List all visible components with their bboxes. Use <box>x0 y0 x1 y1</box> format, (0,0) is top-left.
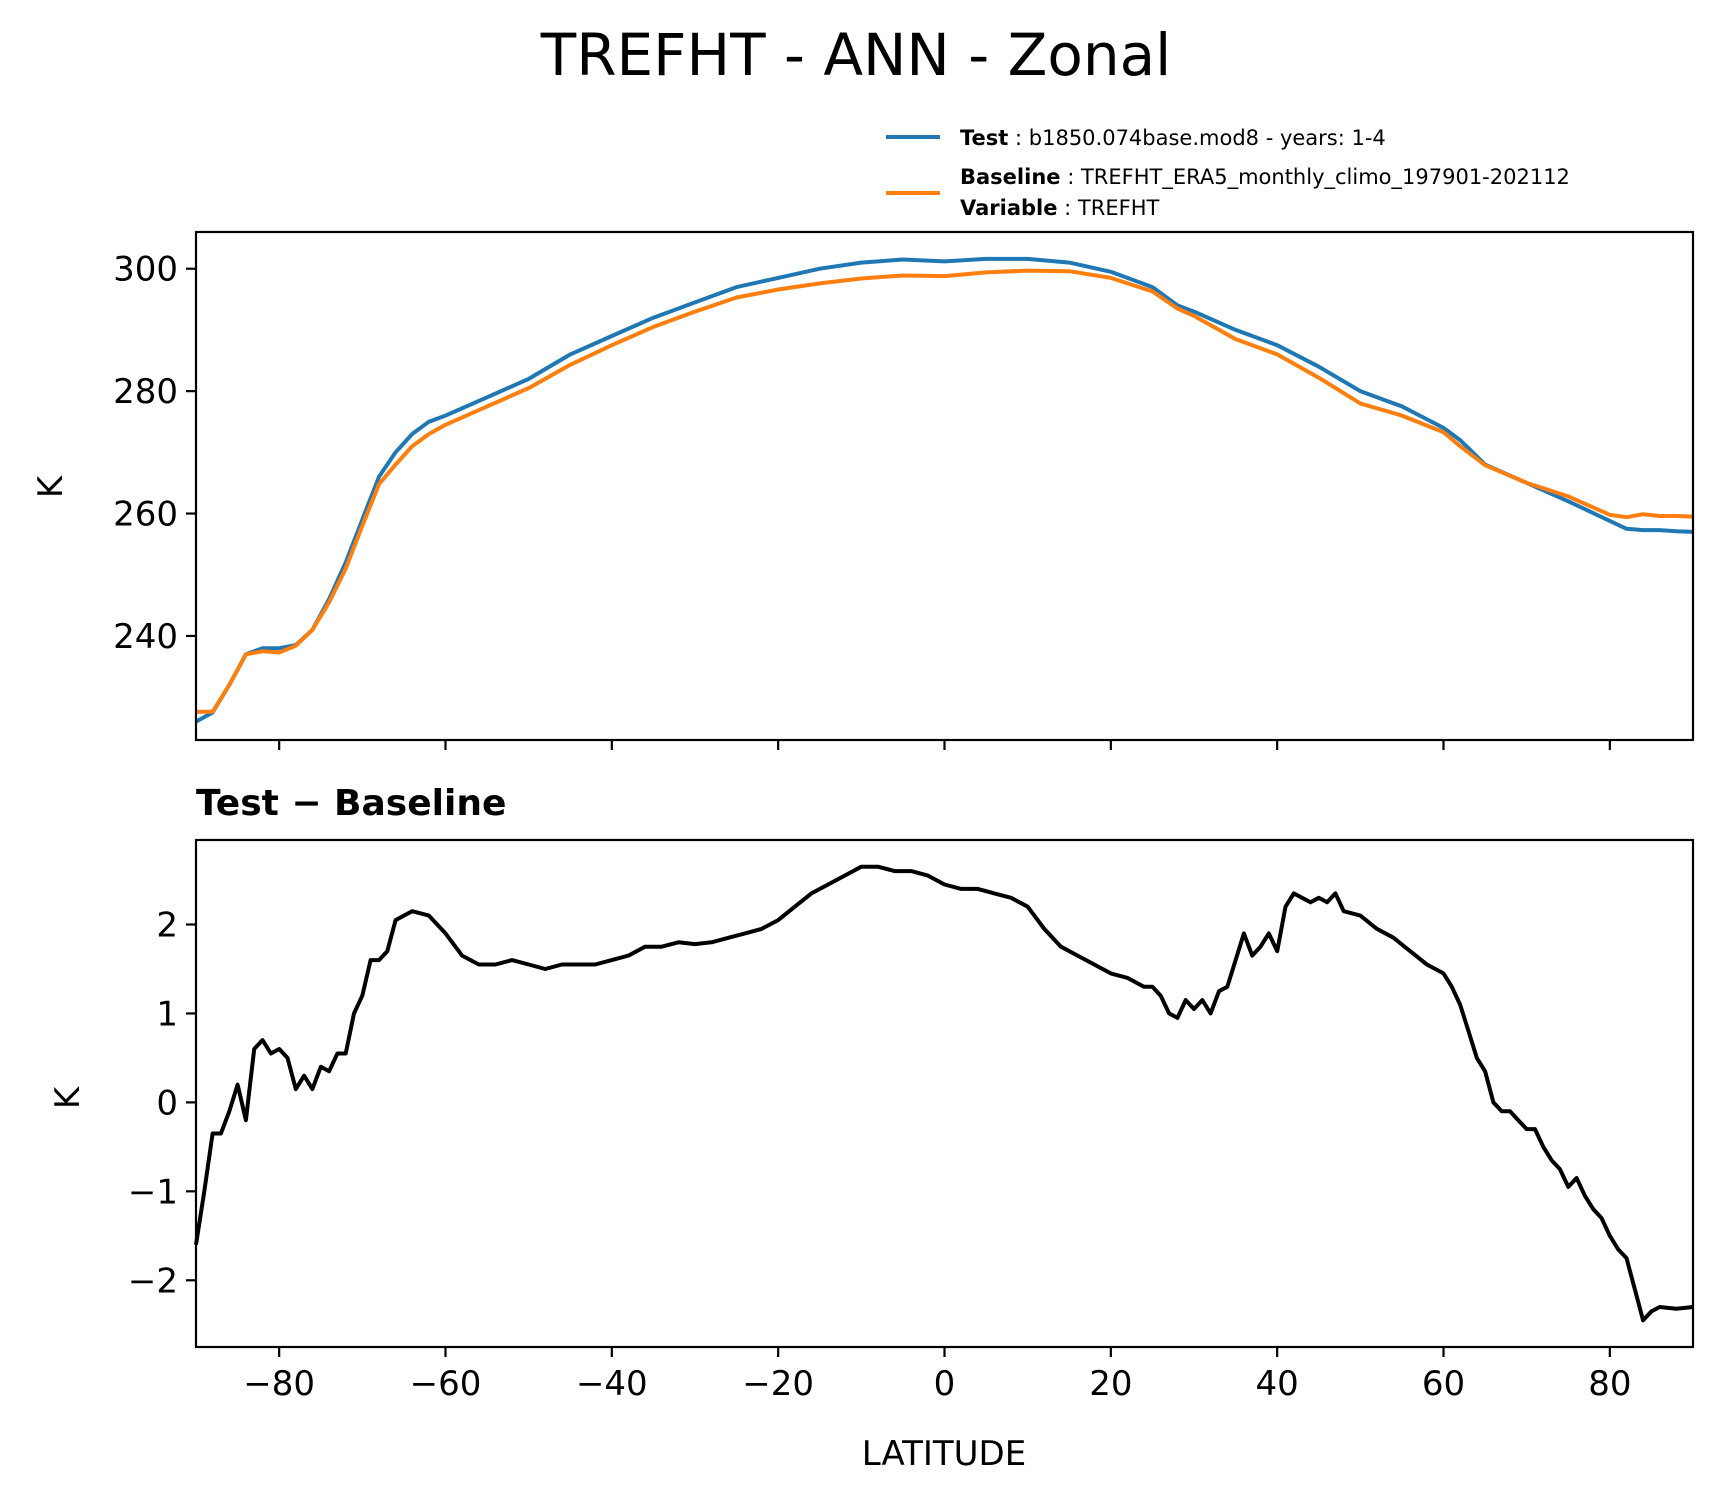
y-tick-label: 280 <box>113 372 178 412</box>
x-tick-label: −20 <box>742 1364 814 1404</box>
x-tick-label: −60 <box>410 1364 482 1404</box>
legend-test-key: Test <box>960 126 1008 150</box>
y-tick-label: 2 <box>156 906 178 946</box>
x-tick-label: 60 <box>1422 1364 1465 1404</box>
x-tick-label: −40 <box>576 1364 648 1404</box>
series-line-test <box>195 256 1694 724</box>
top-panel-frame <box>194 230 1695 742</box>
series-line-test-baseline <box>194 864 1694 1323</box>
bottom-panel-title: Test − Baseline <box>196 783 506 824</box>
y-tick-label: 240 <box>113 617 178 657</box>
y-tick-label: 260 <box>113 495 178 535</box>
legend-baseline-text: Baseline : TREFHT_ERA5_monthly_climo_197… <box>960 165 1570 190</box>
top-panel-ylabel: K <box>31 474 71 498</box>
bottom-panel-xlabel: LATITUDE <box>862 1434 1026 1474</box>
legend-baseline-key: Baseline <box>960 165 1061 189</box>
legend-variable-value: TREFHT <box>1077 196 1160 220</box>
y-tick-label: 0 <box>156 1083 178 1123</box>
legend-variable-text: Variable : TREFHT <box>960 196 1159 220</box>
x-tick-label: 40 <box>1256 1364 1299 1404</box>
figure-title: TREFHT - ANN - Zonal <box>540 21 1171 89</box>
bottom-panel-ylabel: K <box>48 1085 88 1109</box>
series-line-baseline <box>196 268 1694 714</box>
legend-test-text: Test : b1850.074base.mod8 - years: 1-4 <box>960 126 1386 150</box>
y-tick-label: −1 <box>128 1172 178 1212</box>
legend-baseline-value: TREFHT_ERA5_monthly_climo_197901-202112 <box>1080 165 1570 190</box>
bottom-panel: Test − Baseline −80 −60 −40 −20 0 20 40 60 80−2−… <box>48 783 1695 1474</box>
legend-test-value: b1850.074base.mod8 - years: 1-4 <box>1029 126 1386 150</box>
legend-variable-key: Variable <box>960 196 1057 220</box>
bottom-panel-frame <box>194 838 1695 1349</box>
x-tick-label: −80 <box>243 1364 315 1404</box>
top-panel: 240 260 280 300 K <box>31 230 1695 750</box>
legend: Test : b1850.074base.mod8 - years: 1-4 B… <box>886 126 1570 220</box>
x-tick-label: 80 <box>1588 1364 1631 1404</box>
y-tick-label: 300 <box>113 250 178 290</box>
y-tick-label: −2 <box>128 1261 178 1301</box>
x-tick-label: 0 <box>934 1364 956 1404</box>
x-tick-label: 20 <box>1089 1364 1132 1404</box>
y-tick-label: 1 <box>156 994 178 1034</box>
